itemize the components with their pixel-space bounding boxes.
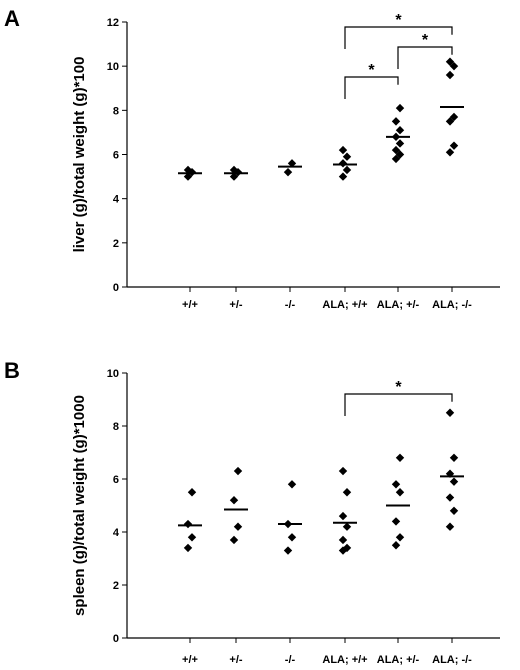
panel-b-y-tick-label: 10	[107, 368, 119, 380]
panel-a-data-point	[229, 172, 239, 181]
panel-b-data-point	[342, 488, 352, 497]
panel-a-significance-star: *	[395, 12, 402, 29]
panel-a-data-point	[391, 154, 401, 164]
panel-a-data-point	[283, 167, 293, 177]
panel-a-y-tick-label: 8	[113, 105, 119, 117]
panel-b-data-point	[449, 506, 459, 515]
panel-b-category-label: ALA; +/+	[322, 654, 367, 666]
panel-b-data-point	[445, 522, 455, 531]
panel-a-data-point	[391, 145, 401, 155]
panel-a-data-point	[338, 145, 348, 155]
panel-b-category-label: ALA; +/-	[377, 654, 420, 666]
panel-b-data-point	[287, 480, 297, 489]
panel-a-data-point	[338, 172, 348, 181]
panel-b-data-point	[187, 533, 197, 542]
panel-b-data-point	[187, 488, 197, 497]
panel-a-category-label: ALA; +/+	[322, 299, 367, 311]
panel-b-data-point	[391, 480, 401, 489]
panel-a-data-point	[342, 152, 352, 161]
panel-b-data-point	[395, 533, 405, 542]
panel-a-data-point	[338, 159, 348, 168]
panel-b-data-point	[229, 496, 239, 505]
panel-a-category-label: -/-	[285, 299, 296, 311]
panel-b-data-point	[395, 453, 405, 462]
panel-b-data-point	[183, 543, 193, 553]
panel-b-data-point	[287, 533, 297, 542]
panel-a-data-point	[445, 57, 455, 66]
panel-a-significance-star: *	[368, 62, 375, 79]
panel-a-data-point	[183, 165, 193, 175]
panel-b-y-axis-label: spleen (g)/total weight (g)*1000	[71, 395, 88, 616]
panel-b-category-label: -/-	[285, 654, 296, 666]
panel-b-category-label: ALA; -/-	[432, 654, 472, 666]
panel-a-data-point	[449, 61, 459, 71]
panel-b-category-label: +/+	[182, 654, 198, 666]
panel-a-category-label: ALA; +/-	[377, 299, 420, 311]
panel-b-data-point	[338, 511, 348, 521]
panel-a-data-point	[395, 150, 405, 159]
panel-b-data-point	[338, 535, 348, 545]
panel-a-data-point	[395, 139, 405, 148]
panel-a-y-tick-label: 10	[107, 61, 119, 73]
panel-b-data-point	[338, 546, 348, 555]
panel-a-y-tick-label: 2	[113, 238, 119, 250]
panel-b-data-point	[449, 453, 459, 462]
panel-b-y-tick-label: 8	[113, 421, 119, 433]
panel-b-data-point	[395, 488, 405, 497]
panel-b-data-point	[445, 408, 455, 417]
panel-a-category-label: +/-	[229, 299, 242, 311]
panel-a-category-label: +/+	[182, 299, 198, 311]
panel-b-data-point	[445, 493, 455, 502]
panel-a-data-point	[229, 165, 239, 175]
panel-a-y-tick-label: 4	[113, 194, 120, 206]
panel-b-letter: B	[4, 358, 20, 383]
panel-b-category-label: +/-	[229, 654, 242, 666]
panel-a-data-point	[395, 126, 405, 135]
panel-b-data-point	[342, 522, 352, 531]
panel-a-y-tick-label: 0	[113, 282, 119, 294]
panel-b-data-point	[391, 517, 401, 526]
panel-b-data-point	[233, 522, 243, 531]
panel-b-data-point	[183, 519, 193, 529]
panel-a-data-point	[445, 148, 455, 157]
panel-a-category-label: ALA; -/-	[432, 299, 472, 311]
panel-a-significance-star: *	[422, 32, 429, 49]
panel-b-data-point	[342, 543, 352, 553]
panel-b-data-point	[283, 546, 293, 555]
panel-a-significance-bracket	[344, 76, 399, 99]
panel-b-y-tick-label: 2	[113, 580, 119, 592]
panel-a-y-tick-label: 12	[107, 17, 119, 29]
panel-a-data-point	[287, 159, 297, 168]
panel-b-data-point	[449, 477, 459, 486]
panel-b-significance-bracket	[344, 393, 453, 416]
panel-b-y-tick-label: 4	[113, 527, 120, 539]
panel-a-significance-bracket	[397, 46, 453, 69]
panel-b-y-tick-label: 0	[113, 633, 119, 645]
panel-a-data-point	[183, 172, 193, 181]
panel-a-data-point	[449, 141, 459, 150]
panel-a-data-point	[395, 103, 405, 113]
panel-a-data-point	[342, 165, 352, 175]
panel-a-data-point	[391, 117, 401, 126]
panel-b-y-tick-label: 6	[113, 474, 119, 486]
panel-a-y-tick-label: 6	[113, 150, 119, 162]
panel-a-data-point	[449, 112, 459, 122]
panel-a-y-axis-label: liver (g)/total weight (g)*100	[71, 57, 88, 253]
panel-b-data-point	[338, 466, 348, 476]
panel-b-data-point	[233, 466, 243, 476]
panel-a-data-point	[445, 70, 455, 80]
panel-b-data-point	[229, 535, 239, 545]
panel-b-significance-star: *	[395, 379, 402, 396]
panel-a-data-point	[445, 117, 455, 126]
panel-a-significance-bracket	[344, 26, 453, 49]
panel-b-data-point	[391, 541, 401, 550]
panel-a-letter: A	[4, 6, 20, 31]
